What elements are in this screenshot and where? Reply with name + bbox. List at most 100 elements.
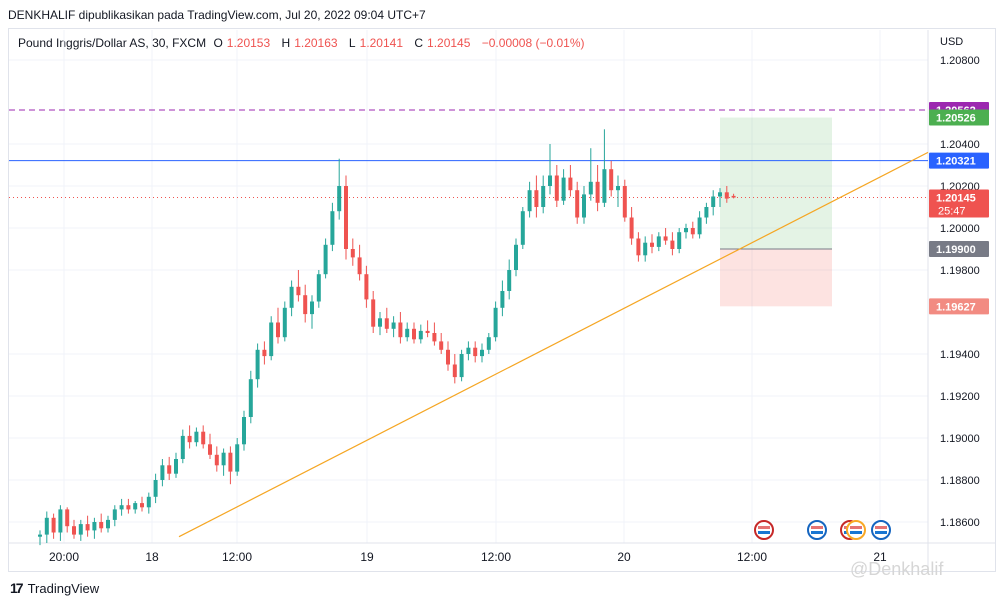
candle-body — [582, 194, 586, 218]
candle-body — [384, 318, 389, 329]
candle-body — [378, 318, 382, 327]
price-tag-label: 1.19900 — [936, 244, 976, 256]
candle-body — [78, 524, 83, 535]
candle-body — [323, 244, 328, 275]
candle-body — [548, 175, 552, 186]
publisher-line: DENKHALIF dipublikasikan pada TradingVie… — [8, 8, 426, 22]
candle-body — [316, 274, 321, 302]
candle-body — [58, 509, 63, 533]
y-tick-label: 1.20800 — [940, 55, 980, 67]
close-label: C — [414, 36, 424, 50]
x-tick-label: 18 — [145, 550, 159, 564]
candle-body — [38, 534, 42, 537]
event-flag-icon — [754, 520, 774, 540]
candle-body — [194, 431, 199, 443]
close-value: 1.20145 — [427, 36, 471, 50]
legend-change: −0.00008 (−0.01%) — [481, 36, 585, 50]
candle-body — [554, 175, 559, 201]
candle-body — [425, 330, 430, 333]
candle-body — [643, 242, 648, 256]
y-tick-label: 1.19400 — [940, 349, 980, 361]
candle-body — [459, 354, 464, 378]
price-tag-label: 1.20145 — [936, 193, 976, 205]
event-flag-stripe — [850, 526, 862, 529]
candle-body — [85, 524, 90, 531]
candle-body — [180, 435, 185, 459]
candle-body — [670, 240, 675, 249]
y-tick-label: 1.20400 — [940, 139, 980, 151]
candle-body — [616, 186, 620, 191]
event-flag-stripe — [811, 531, 823, 534]
y-tick-label: 1.18600 — [940, 517, 980, 529]
candle-body — [656, 236, 661, 247]
candle-body — [514, 244, 518, 270]
candle-body — [276, 322, 280, 338]
candle-body — [310, 301, 314, 315]
candle-body — [65, 509, 70, 527]
y-tick-label: 1.19800 — [940, 265, 980, 277]
candle-body — [92, 522, 97, 531]
candle-body — [405, 328, 410, 338]
price-tag — [929, 241, 989, 257]
candle-body — [724, 192, 729, 199]
candle-body — [208, 444, 212, 455]
legend-open: O 1.20153 — [213, 36, 274, 50]
chart-frame — [8, 28, 996, 572]
event-flag-icon — [807, 520, 827, 540]
candle-body — [602, 169, 607, 203]
candle-body — [242, 417, 246, 445]
candle-body — [126, 505, 131, 510]
candle-body — [174, 459, 178, 474]
open-value: 1.20153 — [226, 36, 271, 50]
candle-body — [146, 496, 151, 508]
y-tick-label: 1.20000 — [940, 223, 980, 235]
candle-body — [486, 337, 491, 350]
price-tag — [929, 189, 989, 218]
candle-body — [289, 286, 294, 308]
target-zone — [720, 117, 832, 249]
candle-body — [439, 341, 444, 350]
event-flag-icon — [846, 520, 866, 540]
x-tick-label: 19 — [360, 550, 374, 564]
candle-body — [650, 242, 654, 247]
event-flag-stripe — [875, 526, 887, 529]
candle-body — [507, 270, 512, 291]
legend-high: H 1.20163 — [282, 36, 342, 50]
price-tag — [929, 109, 989, 126]
y-tick-label: 1.19000 — [940, 433, 980, 445]
candle-body — [133, 503, 138, 510]
candle-body — [622, 186, 627, 218]
candle-body — [575, 190, 580, 218]
candle-body — [99, 522, 104, 529]
candle-body — [541, 186, 546, 207]
candle-body — [718, 192, 722, 197]
candle-body — [636, 238, 641, 256]
candle-body — [432, 333, 437, 342]
event-flag-stripe — [758, 531, 770, 534]
candle-body — [51, 517, 56, 533]
x-tick-label: 20 — [617, 550, 631, 564]
price-tag-label: 1.19627 — [936, 301, 976, 313]
x-tick-label: 12:00 — [481, 550, 511, 564]
candle-body — [466, 347, 471, 354]
candle-body — [269, 322, 274, 357]
tradingview-brand: TradingView — [27, 580, 100, 596]
x-tick-label: 12:00 — [222, 550, 252, 564]
candle-body — [629, 217, 634, 239]
candle-body — [160, 465, 165, 480]
candle-body — [568, 177, 573, 191]
candle-body — [296, 286, 301, 296]
candle-body — [303, 295, 308, 315]
candle-body — [255, 349, 260, 380]
candle-body — [697, 217, 702, 235]
candle-body — [153, 480, 158, 497]
trendline — [178, 151, 929, 538]
event-flag-stripe — [758, 526, 770, 529]
tradingview-logo[interactable]: 17 TradingView — [10, 580, 99, 596]
candle-body — [588, 181, 593, 195]
price-tag — [929, 152, 989, 169]
candle-body — [119, 505, 124, 510]
candle-body — [350, 249, 355, 258]
candle-body — [201, 431, 206, 445]
